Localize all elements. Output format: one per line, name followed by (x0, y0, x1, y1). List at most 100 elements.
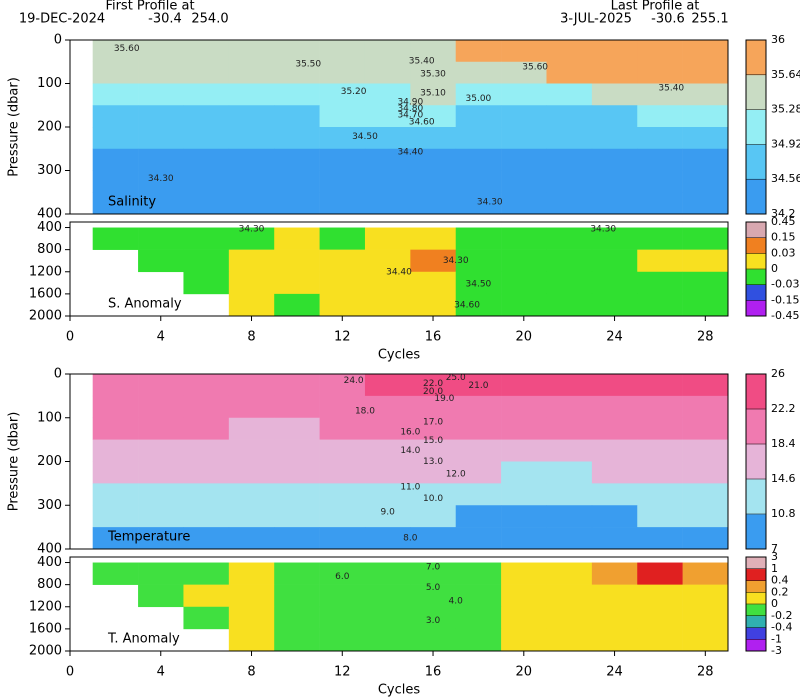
colorbar-segment (746, 557, 766, 570)
cell (183, 61, 230, 84)
contour-label: 34.70 (397, 110, 423, 120)
cell (319, 192, 366, 215)
cell (183, 461, 230, 484)
cell (546, 170, 593, 193)
cell (228, 562, 275, 585)
cell (410, 374, 457, 397)
cell (637, 562, 683, 585)
colorbar-segment (746, 444, 766, 480)
cell (591, 417, 638, 440)
x-tick-label: 20 (516, 665, 533, 680)
cell (682, 461, 729, 484)
cell (455, 271, 502, 295)
cell (637, 461, 683, 484)
frame (69, 221, 729, 317)
cell (682, 483, 729, 506)
cell (455, 562, 502, 585)
cell (138, 61, 184, 84)
colorbar-segment (746, 40, 766, 76)
contour-label: 35.50 (295, 59, 321, 69)
cell (228, 192, 275, 215)
cell (183, 40, 230, 63)
cell (546, 505, 593, 528)
cell (274, 192, 320, 215)
cell (274, 461, 320, 484)
cell (364, 271, 411, 295)
cell (274, 83, 320, 106)
cell (591, 192, 638, 215)
colorbar-label: -0.2 (771, 609, 792, 622)
cell (274, 271, 320, 295)
cell (637, 293, 683, 317)
cell (92, 562, 139, 585)
panel-title: S. Anomaly (108, 297, 182, 312)
cell (274, 417, 320, 440)
cell (501, 271, 547, 295)
contour-label: 34.90 (397, 98, 423, 108)
cell (183, 439, 230, 462)
colorbar-label: 35.64 (771, 68, 800, 81)
cell (410, 83, 457, 106)
cell (274, 293, 320, 317)
cell (591, 527, 638, 550)
colorbar-label: -3 (771, 644, 782, 657)
cell (228, 105, 275, 128)
contour-label: 34.30 (443, 256, 469, 266)
cell (546, 584, 593, 608)
cell (92, 127, 139, 150)
colorbar-label: 0 (771, 597, 778, 610)
cell (319, 584, 366, 608)
cell (637, 61, 683, 84)
colorbar-segment (746, 580, 766, 593)
y-tick-label: 300 (37, 163, 62, 178)
cell (364, 417, 411, 440)
cell (183, 584, 230, 608)
cell (138, 127, 184, 150)
colorbar-segment (746, 74, 766, 110)
cell (682, 527, 729, 550)
cell (319, 271, 366, 295)
cell (637, 127, 683, 150)
cell (637, 584, 683, 608)
header-title: Last Profile at (611, 0, 700, 14)
x-tick-label: 16 (425, 665, 442, 680)
cell (682, 584, 729, 608)
cell (501, 584, 547, 608)
cell (183, 127, 230, 150)
contour-label: 25.0 (446, 373, 466, 383)
contour-label: 34.30 (239, 225, 265, 235)
colorbar-segment (746, 639, 766, 652)
cell (319, 61, 366, 84)
cell (546, 249, 593, 273)
colorbar-label: 35.28 (771, 103, 800, 116)
cell (138, 505, 184, 528)
contour-label: 35.20 (341, 87, 367, 97)
cell (364, 395, 411, 419)
cell (546, 439, 593, 462)
cell (501, 562, 547, 585)
cell (591, 227, 638, 250)
colorbar-segment (746, 179, 766, 215)
cell (228, 83, 275, 106)
cell (183, 374, 230, 397)
cell (138, 374, 184, 397)
colorbar-label: 1 (771, 562, 778, 575)
cell (410, 249, 457, 273)
cell (410, 527, 457, 550)
colorbar-label: 0 (771, 262, 778, 275)
cell (228, 483, 275, 506)
cell (501, 170, 547, 193)
cell (319, 417, 366, 440)
cell (319, 505, 366, 528)
cell (682, 606, 729, 630)
y-tick-label: 1200 (29, 599, 62, 614)
cell (364, 40, 411, 63)
cell (546, 628, 593, 652)
colorbar-segment (746, 300, 766, 317)
cell (682, 439, 729, 462)
cell (274, 584, 320, 608)
cell (682, 192, 729, 215)
cell (92, 439, 139, 462)
y-tick-label: 2000 (29, 309, 62, 324)
cell (591, 148, 638, 171)
